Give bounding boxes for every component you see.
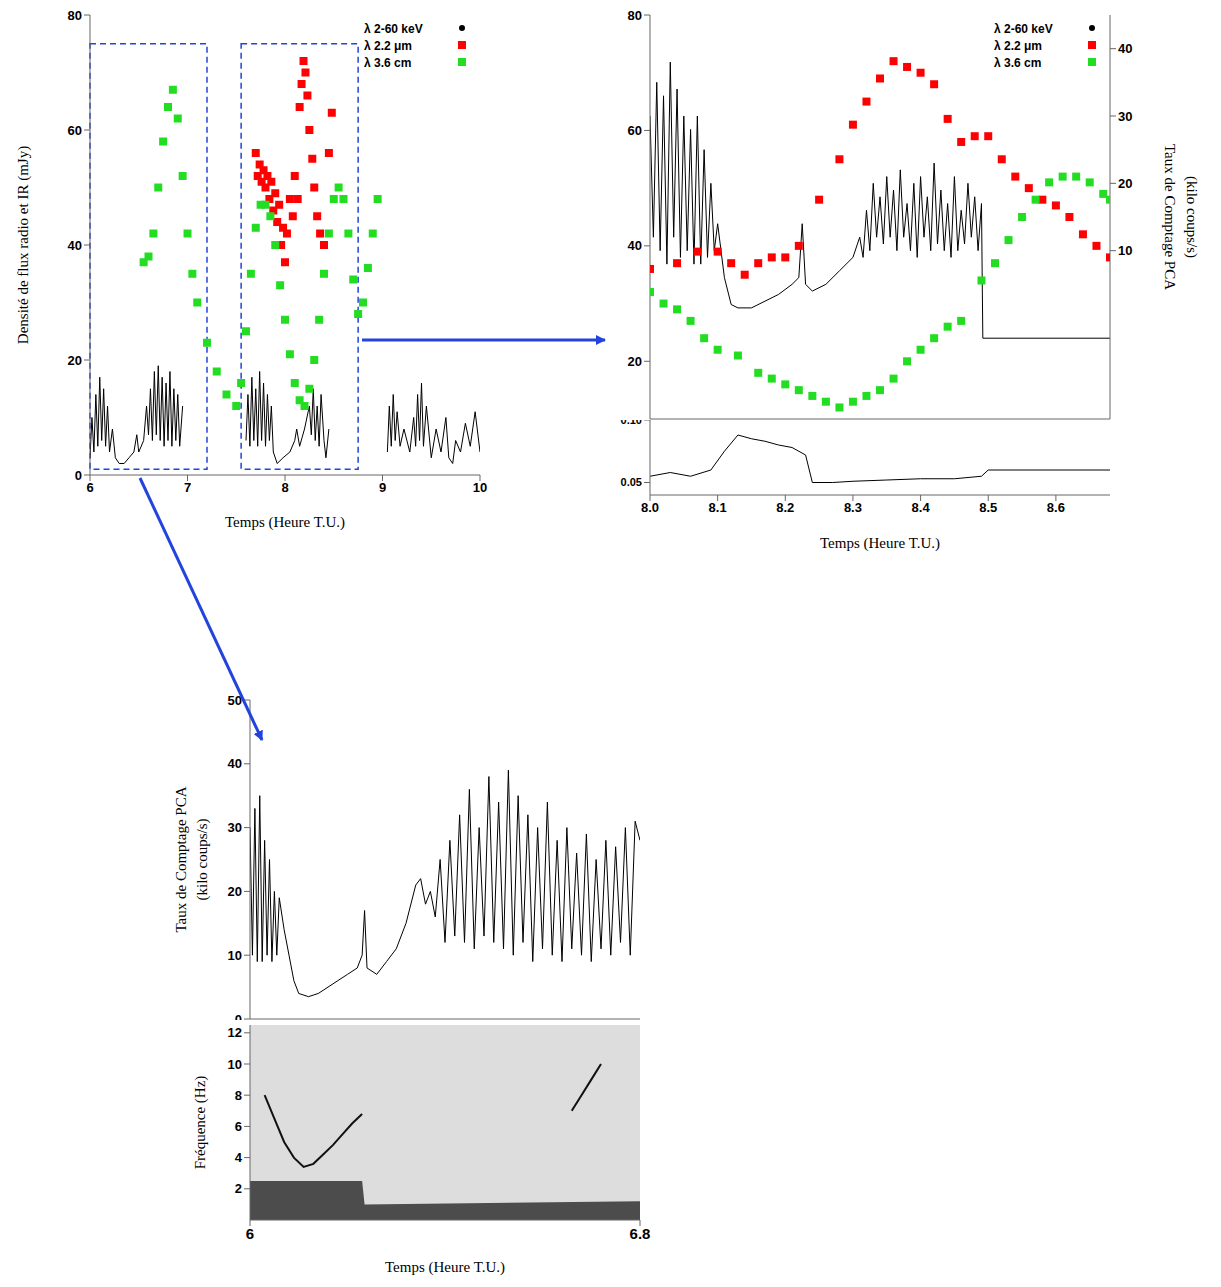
svg-text:9: 9 <box>379 480 386 495</box>
svg-text:Fréquence (Hz): Fréquence (Hz) <box>192 1076 209 1170</box>
svg-text:30: 30 <box>1118 109 1132 124</box>
svg-text:0: 0 <box>75 468 82 483</box>
svg-text:7: 7 <box>184 480 191 495</box>
svg-text:80: 80 <box>628 8 642 23</box>
svg-text:0.10: 0.10 <box>621 420 642 426</box>
svg-text:λ 2-60 keV: λ 2-60 keV <box>994 22 1053 36</box>
svg-text:8.5: 8.5 <box>979 500 997 515</box>
svg-text:40: 40 <box>628 238 642 253</box>
svg-text:2: 2 <box>235 1181 242 1196</box>
svg-text:λ 3.6 cm: λ 3.6 cm <box>994 56 1041 70</box>
svg-text:40: 40 <box>1118 41 1132 56</box>
svg-text:20: 20 <box>1118 176 1132 191</box>
svg-text:0: 0 <box>235 1012 242 1020</box>
svg-text:12: 12 <box>228 1025 242 1040</box>
svg-text:8: 8 <box>235 1088 242 1103</box>
svg-text:λ 2.2 μm: λ 2.2 μm <box>994 39 1042 53</box>
svg-text:Taux de Comptage PCA: Taux de Comptage PCA <box>1162 144 1178 290</box>
svg-text:8.6: 8.6 <box>1047 500 1065 515</box>
svg-text:4: 4 <box>235 1150 243 1165</box>
svg-text:0.05: 0.05 <box>621 476 642 488</box>
svg-text:60: 60 <box>628 123 642 138</box>
svg-text:6.8: 6.8 <box>630 1225 651 1242</box>
svg-text:Temps (Heure T.U.): Temps (Heure T.U.) <box>225 514 345 531</box>
svg-text:Taux de Comptage PCA: Taux de Comptage PCA <box>173 786 189 932</box>
svg-text:10: 10 <box>473 480 487 495</box>
svg-text:λ 2.2 μm: λ 2.2 μm <box>364 39 412 53</box>
svg-text:8.0: 8.0 <box>641 500 659 515</box>
svg-text:40: 40 <box>228 756 242 771</box>
svg-text:20: 20 <box>228 884 242 899</box>
svg-text:Temps (Heure T.U.): Temps (Heure T.U.) <box>820 535 940 552</box>
svg-text:8.2: 8.2 <box>776 500 794 515</box>
svg-text:6: 6 <box>86 480 93 495</box>
svg-text:8.1: 8.1 <box>709 500 727 515</box>
svg-text:8.3: 8.3 <box>844 500 862 515</box>
svg-text:80: 80 <box>68 8 82 23</box>
svg-text:λ 3.6 cm: λ 3.6 cm <box>364 56 411 70</box>
svg-text:8.4: 8.4 <box>912 500 931 515</box>
svg-text:30: 30 <box>228 820 242 835</box>
svg-text:50: 50 <box>228 693 242 708</box>
svg-text:6: 6 <box>246 1225 254 1242</box>
svg-text:(kilo coups/s): (kilo coups/s) <box>1183 176 1200 258</box>
svg-text:λ 2-60 keV: λ 2-60 keV <box>364 22 423 36</box>
svg-text:8: 8 <box>281 480 288 495</box>
svg-text:Temps (Heure T.U.): Temps (Heure T.U.) <box>385 1259 505 1276</box>
svg-text:20: 20 <box>68 353 82 368</box>
svg-text:(kilo coups/s): (kilo coups/s) <box>194 818 211 900</box>
svg-text:6: 6 <box>235 1119 242 1134</box>
svg-text:40: 40 <box>68 238 82 253</box>
svg-text:10: 10 <box>228 948 242 963</box>
svg-text:10: 10 <box>228 1057 242 1072</box>
svg-text:10: 10 <box>1118 243 1132 258</box>
svg-text:20: 20 <box>628 354 642 369</box>
svg-text:60: 60 <box>68 123 82 138</box>
svg-text:Densité de flux radio et IR (m: Densité de flux radio et IR (mJy) <box>15 146 32 344</box>
